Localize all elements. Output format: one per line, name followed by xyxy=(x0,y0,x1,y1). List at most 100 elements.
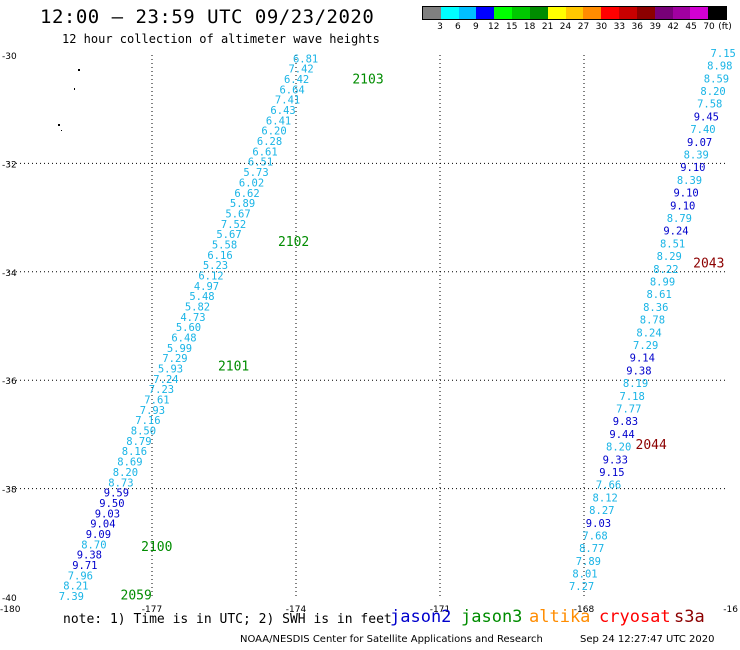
legend-label: 12 xyxy=(488,22,500,32)
legend-swatch xyxy=(529,7,548,19)
wave-height-value: 6.64 xyxy=(279,84,304,96)
track-s3a: 7.278.017.898.777.689.038.278.127.669.15… xyxy=(569,48,736,593)
wave-height-value: 5.60 xyxy=(176,322,201,334)
legend-label: 45 xyxy=(685,22,697,32)
wave-height-value: 6.41 xyxy=(266,115,291,127)
legend-label: 42 xyxy=(667,22,679,32)
wave-height-value: 8.27 xyxy=(589,505,614,517)
wave-height-value: 8.98 xyxy=(707,61,732,73)
wave-height-value: 9.45 xyxy=(694,111,719,123)
wave-height-value: 8.20 xyxy=(606,442,631,454)
pass-time-label: 2102 xyxy=(278,235,309,250)
legend-swatch xyxy=(619,7,637,19)
wave-height-value: 6.16 xyxy=(207,250,232,262)
wave-height-value: 6.42 xyxy=(284,74,309,86)
wave-height-value: 8.99 xyxy=(650,276,675,288)
wave-height-value: 5.93 xyxy=(158,364,183,376)
wave-height-value: 8.77 xyxy=(579,543,604,555)
pass-time-label: 2043 xyxy=(693,257,724,272)
wave-height-value: 7.18 xyxy=(620,391,645,403)
wave-height-value: 9.03 xyxy=(95,508,120,520)
wave-height-value: 9.04 xyxy=(90,519,115,531)
wave-height-value: 8.20 xyxy=(113,467,138,479)
wave-height-value: 8.12 xyxy=(593,492,618,504)
wave-height-value: 9.03 xyxy=(586,518,611,530)
wave-height-value: 9.83 xyxy=(613,416,638,428)
lon-tick-label: -168 xyxy=(574,605,595,615)
wave-height-value: 6.62 xyxy=(234,188,259,200)
color-legend: 3 6 9 12 15 18 21 24 27 30 33 36 39 42 45 70 (ft) xyxy=(422,6,732,34)
wave-height-value: 7.16 xyxy=(135,415,160,427)
legend-label: 24 xyxy=(559,22,572,32)
wave-height-value: 8.29 xyxy=(657,251,682,263)
wave-height-value: 7.29 xyxy=(162,353,187,365)
wave-height-value: 7.23 xyxy=(149,384,174,396)
wave-height-value: 6.81 xyxy=(293,53,318,65)
wave-height-value: 6.12 xyxy=(198,270,223,282)
legend-label: 39 xyxy=(649,22,661,32)
wave-height-value: 9.10 xyxy=(673,188,698,200)
wave-height-value: 7.42 xyxy=(288,64,313,76)
axis-tick-labels: -30 -32 -34 -36 -38 -40-180 -177 -174 -171 -168 -1… xyxy=(0,52,738,615)
wave-height-value: 9.14 xyxy=(630,353,655,365)
pass-time-label: 2101 xyxy=(218,360,249,375)
wave-height-value: 8.51 xyxy=(660,238,685,250)
legend-swatch xyxy=(583,7,602,19)
wave-height-value: 7.15 xyxy=(711,48,736,60)
wave-height-value: 8.24 xyxy=(636,327,661,339)
legend-unit: (ft) xyxy=(718,22,732,32)
wave-height-value: 9.24 xyxy=(663,226,688,238)
sat-cryosat-label: cryosat xyxy=(599,607,671,627)
lat-tick-label: -38 xyxy=(2,486,17,496)
wave-height-value: 7.61 xyxy=(144,395,169,407)
wave-height-value: 8.70 xyxy=(81,539,106,551)
legend-swatch xyxy=(440,7,459,19)
lat-tick-label: -40 xyxy=(2,594,17,604)
legend-label: 27 xyxy=(577,22,590,32)
wave-height-value: 9.09 xyxy=(86,529,111,541)
lat-tick-label: -32 xyxy=(2,160,17,170)
pass-time-label: 2044 xyxy=(636,438,667,453)
lon-tick-label: -180 xyxy=(0,605,21,615)
wave-height-value: 8.79 xyxy=(667,213,692,225)
legend-swatch xyxy=(708,7,727,19)
legend-swatch xyxy=(565,7,584,19)
wave-height-value: 6.61 xyxy=(252,146,277,158)
altimeter-tracks: 7.398.217.969.719.388.709.099.049.039.50… xyxy=(59,48,736,603)
legend-label: 36 xyxy=(631,22,644,32)
wave-height-value: 8.50 xyxy=(131,426,156,438)
wave-height-value: 6.28 xyxy=(257,136,282,148)
wave-height-value: 5.48 xyxy=(189,291,214,303)
wave-height-value: 8.01 xyxy=(572,569,597,581)
wave-height-value: 8.22 xyxy=(653,264,678,276)
wave-height-value: 7.58 xyxy=(697,99,722,111)
wave-height-value: 8.59 xyxy=(704,73,729,85)
wave-height-value: 7.96 xyxy=(68,570,93,582)
sat-jason2-label: jason2 xyxy=(390,607,452,627)
map-grid xyxy=(8,55,728,597)
wave-height-value: 8.39 xyxy=(684,150,709,162)
wave-height-value: 7.66 xyxy=(596,480,621,492)
legend-swatch xyxy=(654,7,673,19)
legend-swatch xyxy=(476,7,495,19)
lon-tick-label: -16 xyxy=(723,605,738,615)
legend-swatch xyxy=(601,7,620,19)
lon-tick-label: -177 xyxy=(142,605,162,615)
legend-swatch xyxy=(458,7,477,19)
wave-height-value: 9.33 xyxy=(603,454,628,466)
footer-note: note: 1) Time is in UTC; 2) SWH is in fe… xyxy=(63,612,392,627)
wave-height-value: 5.67 xyxy=(225,208,250,220)
wave-height-value: 8.61 xyxy=(646,289,671,301)
wave-height-value: 8.73 xyxy=(108,477,133,489)
legend-color-bar xyxy=(422,6,727,20)
wave-height-value: 6.43 xyxy=(270,105,295,117)
wave-height-value: 9.15 xyxy=(599,467,624,479)
wave-height-value: 9.44 xyxy=(609,429,634,441)
wave-height-value: 8.69 xyxy=(117,457,142,469)
wave-height-value: 9.10 xyxy=(670,200,695,212)
wave-height-value: 7.52 xyxy=(221,219,246,231)
wave-height-value: 7.29 xyxy=(633,340,658,352)
wave-height-value: 5.73 xyxy=(243,167,268,179)
wave-height-value: 7.68 xyxy=(582,530,607,542)
wave-height-value: 8.20 xyxy=(700,86,725,98)
